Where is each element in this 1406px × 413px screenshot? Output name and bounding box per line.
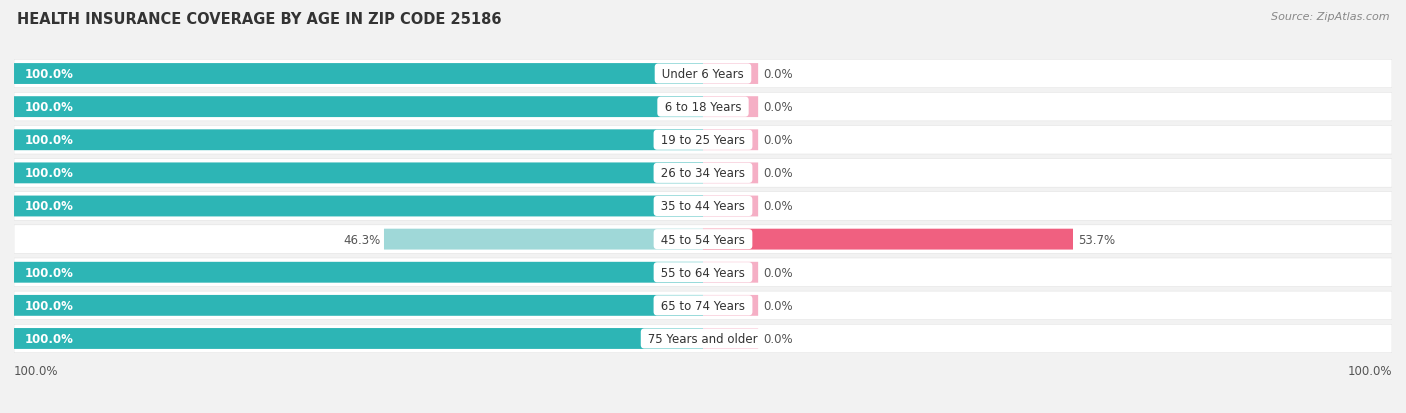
FancyBboxPatch shape bbox=[14, 259, 1392, 287]
FancyBboxPatch shape bbox=[14, 60, 1392, 88]
Text: 45 to 54 Years: 45 to 54 Years bbox=[657, 233, 749, 246]
Text: 6 to 18 Years: 6 to 18 Years bbox=[661, 101, 745, 114]
FancyBboxPatch shape bbox=[14, 292, 1392, 320]
Text: 46.3%: 46.3% bbox=[343, 233, 381, 246]
Text: 19 to 25 Years: 19 to 25 Years bbox=[657, 134, 749, 147]
Text: 65 to 74 Years: 65 to 74 Years bbox=[657, 299, 749, 312]
FancyBboxPatch shape bbox=[703, 229, 1073, 250]
Text: 55 to 64 Years: 55 to 64 Years bbox=[657, 266, 749, 279]
FancyBboxPatch shape bbox=[703, 196, 758, 217]
FancyBboxPatch shape bbox=[14, 295, 703, 316]
Text: 100.0%: 100.0% bbox=[24, 266, 73, 279]
Text: 35 to 44 Years: 35 to 44 Years bbox=[657, 200, 749, 213]
FancyBboxPatch shape bbox=[14, 64, 703, 85]
FancyBboxPatch shape bbox=[14, 196, 703, 217]
Text: 0.0%: 0.0% bbox=[763, 167, 793, 180]
FancyBboxPatch shape bbox=[703, 163, 758, 184]
Text: 100.0%: 100.0% bbox=[24, 134, 73, 147]
FancyBboxPatch shape bbox=[703, 97, 758, 118]
Text: 0.0%: 0.0% bbox=[763, 200, 793, 213]
Text: 100.0%: 100.0% bbox=[1347, 364, 1392, 377]
Text: 0.0%: 0.0% bbox=[763, 68, 793, 81]
FancyBboxPatch shape bbox=[14, 126, 1392, 154]
FancyBboxPatch shape bbox=[384, 229, 703, 250]
FancyBboxPatch shape bbox=[14, 225, 1392, 254]
Text: HEALTH INSURANCE COVERAGE BY AGE IN ZIP CODE 25186: HEALTH INSURANCE COVERAGE BY AGE IN ZIP … bbox=[17, 12, 502, 27]
FancyBboxPatch shape bbox=[703, 262, 758, 283]
FancyBboxPatch shape bbox=[14, 192, 1392, 221]
Text: 75 Years and older: 75 Years and older bbox=[644, 332, 762, 345]
FancyBboxPatch shape bbox=[14, 97, 703, 118]
FancyBboxPatch shape bbox=[14, 130, 703, 151]
Text: 100.0%: 100.0% bbox=[24, 167, 73, 180]
Text: 0.0%: 0.0% bbox=[763, 266, 793, 279]
Text: 100.0%: 100.0% bbox=[24, 299, 73, 312]
FancyBboxPatch shape bbox=[703, 295, 758, 316]
Text: 100.0%: 100.0% bbox=[24, 101, 73, 114]
FancyBboxPatch shape bbox=[703, 328, 758, 349]
FancyBboxPatch shape bbox=[14, 159, 1392, 188]
FancyBboxPatch shape bbox=[14, 325, 1392, 353]
Text: 0.0%: 0.0% bbox=[763, 332, 793, 345]
Text: 53.7%: 53.7% bbox=[1078, 233, 1115, 246]
FancyBboxPatch shape bbox=[14, 328, 703, 349]
Text: Source: ZipAtlas.com: Source: ZipAtlas.com bbox=[1271, 12, 1389, 22]
FancyBboxPatch shape bbox=[703, 130, 758, 151]
Text: 100.0%: 100.0% bbox=[24, 200, 73, 213]
Text: 0.0%: 0.0% bbox=[763, 101, 793, 114]
Text: 100.0%: 100.0% bbox=[24, 68, 73, 81]
Text: 100.0%: 100.0% bbox=[14, 364, 59, 377]
Text: 0.0%: 0.0% bbox=[763, 299, 793, 312]
FancyBboxPatch shape bbox=[703, 64, 758, 85]
FancyBboxPatch shape bbox=[14, 93, 1392, 121]
FancyBboxPatch shape bbox=[14, 163, 703, 184]
Text: Under 6 Years: Under 6 Years bbox=[658, 68, 748, 81]
FancyBboxPatch shape bbox=[14, 262, 703, 283]
Text: 100.0%: 100.0% bbox=[24, 332, 73, 345]
Text: 26 to 34 Years: 26 to 34 Years bbox=[657, 167, 749, 180]
Text: 0.0%: 0.0% bbox=[763, 134, 793, 147]
